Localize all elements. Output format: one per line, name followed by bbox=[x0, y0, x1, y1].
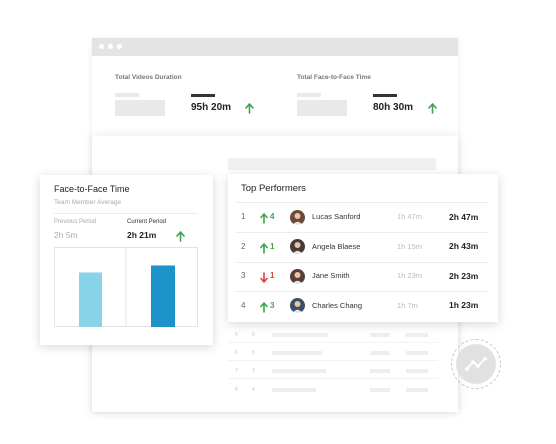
row-divider bbox=[236, 291, 488, 292]
avatar bbox=[290, 209, 305, 225]
previous-period-label: Previous Period bbox=[54, 219, 97, 225]
card-title: Top Performers bbox=[241, 183, 306, 194]
trend-button-ring bbox=[451, 339, 501, 389]
performer-name: Charles Chang bbox=[312, 300, 363, 310]
previous-time: 1h 7m bbox=[397, 300, 418, 310]
divider bbox=[54, 213, 198, 214]
row-divider bbox=[228, 360, 438, 361]
performer-row[interactable]: 4 3 Charles Chang 1h 7m 1h 23m bbox=[236, 292, 488, 321]
placeholder-bar bbox=[297, 93, 321, 97]
rank-change: 4 bbox=[270, 212, 275, 221]
row-placeholder bbox=[272, 369, 326, 373]
avatar bbox=[290, 239, 305, 254]
trend-line-icon bbox=[465, 357, 487, 371]
window-dot bbox=[108, 44, 113, 49]
arrow-up-icon bbox=[260, 300, 268, 318]
current-time: 1h 23m bbox=[449, 300, 479, 310]
row-placeholder bbox=[406, 388, 428, 392]
arrow-up-icon bbox=[176, 229, 185, 247]
row-num-placeholder: 8 bbox=[235, 387, 238, 393]
row-num-placeholder: 3 bbox=[252, 368, 255, 374]
row-divider bbox=[228, 378, 438, 379]
row-placeholder bbox=[272, 333, 328, 337]
avatar bbox=[290, 298, 305, 313]
row-placeholder bbox=[406, 351, 428, 355]
row-placeholder bbox=[370, 333, 390, 337]
performer-rank: 4 bbox=[241, 300, 246, 310]
current-period-value: 2h 21m bbox=[127, 230, 157, 240]
row-num-placeholder: 6 bbox=[235, 350, 238, 356]
window-titlebar bbox=[92, 38, 458, 56]
avatar bbox=[290, 268, 305, 284]
row-divider bbox=[236, 232, 488, 233]
card-subtitle: Team Member Average bbox=[54, 199, 122, 206]
row-num-placeholder: 4 bbox=[252, 387, 255, 393]
row-placeholder bbox=[406, 369, 428, 373]
current-time: 2h 23m bbox=[449, 270, 479, 281]
placeholder-table: 5 8 6 8 7 3 8 4 bbox=[228, 330, 438, 400]
card-title: Face-to-Face Time bbox=[54, 184, 130, 194]
row-placeholder bbox=[272, 388, 316, 392]
row-placeholder bbox=[406, 333, 428, 337]
divider bbox=[236, 202, 488, 203]
placeholder-header bbox=[228, 158, 436, 170]
current-time: 2h 43m bbox=[449, 241, 479, 251]
metric-indicator bbox=[373, 94, 397, 97]
previous-time: 1h 23m bbox=[397, 271, 423, 280]
row-placeholder bbox=[370, 388, 390, 392]
window-dot bbox=[117, 44, 122, 49]
row-placeholder bbox=[370, 351, 390, 355]
row-placeholder bbox=[272, 351, 322, 355]
arrow-up-icon bbox=[245, 101, 254, 119]
performer-row[interactable]: 2 1 Angela Blaese 1h 15m 2h 43m bbox=[236, 233, 488, 262]
top-performers-card bbox=[228, 174, 498, 322]
previous-period-value: 2h 5m bbox=[54, 230, 78, 240]
window-dot bbox=[99, 44, 104, 49]
row-placeholder bbox=[370, 369, 390, 373]
arrow-up-icon bbox=[260, 241, 268, 259]
previous-time: 1h 47m bbox=[397, 212, 423, 221]
performer-row[interactable]: 1 4 Lucas Sanford 1h 47m 2h 47m bbox=[236, 203, 488, 232]
placeholder-block bbox=[115, 100, 165, 116]
metric-indicator bbox=[191, 94, 215, 97]
performer-rank: 1 bbox=[241, 212, 246, 221]
row-num-placeholder: 8 bbox=[252, 350, 255, 356]
arrow-up-icon bbox=[260, 211, 268, 229]
current-time: 2h 47m bbox=[449, 211, 479, 222]
arrow-up-icon bbox=[428, 101, 437, 119]
performer-name: Jane Smith bbox=[312, 271, 350, 280]
row-divider bbox=[236, 261, 488, 263]
current-period-label: Current Period bbox=[127, 219, 167, 225]
row-divider bbox=[228, 342, 438, 343]
row-num-placeholder: 7 bbox=[235, 368, 238, 374]
current-period-bar bbox=[151, 265, 175, 327]
previous-period-bar bbox=[79, 272, 102, 327]
performer-rank: 2 bbox=[241, 241, 246, 251]
row-num-placeholder: 5 bbox=[235, 332, 238, 338]
performer-row[interactable]: 3 1 Jane Smith 1h 23m 2h 23m bbox=[236, 262, 488, 291]
rank-change: 1 bbox=[270, 241, 275, 251]
row-num-placeholder: 8 bbox=[252, 332, 255, 338]
performer-name: Angela Blaese bbox=[312, 241, 361, 251]
placeholder-block bbox=[297, 100, 347, 116]
metric-value: 95h 20m bbox=[191, 102, 232, 113]
metric-label: Total Face-to-Face Time bbox=[297, 74, 371, 81]
placeholder-bar bbox=[115, 93, 139, 97]
arrow-down-icon bbox=[260, 270, 268, 288]
metric-label: Total Videos Duration bbox=[115, 74, 182, 81]
rank-change: 3 bbox=[270, 300, 275, 310]
performer-rank: 3 bbox=[241, 271, 246, 280]
performer-name: Lucas Sanford bbox=[312, 212, 361, 221]
rank-change: 1 bbox=[270, 271, 275, 280]
period-bar-chart bbox=[79, 247, 175, 327]
metric-value: 80h 30m bbox=[373, 102, 414, 113]
previous-time: 1h 15m bbox=[397, 241, 423, 251]
trend-button[interactable] bbox=[456, 344, 496, 384]
